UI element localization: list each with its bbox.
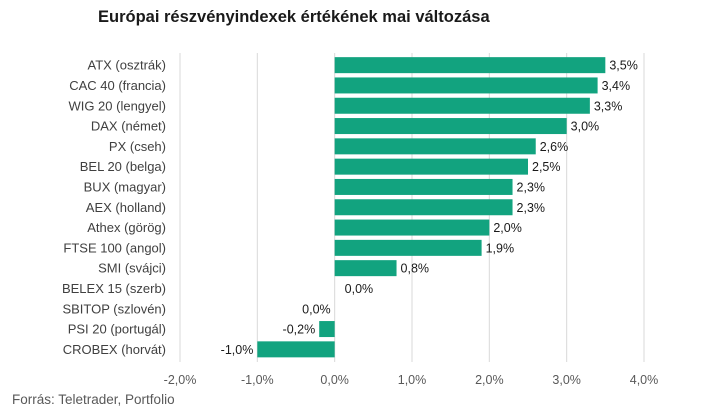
chart-title: Európai részvényindexek értékének mai vá… xyxy=(98,8,490,26)
bars xyxy=(257,57,606,358)
category-label: BEL 20 (belga) xyxy=(80,159,166,174)
category-label: SBITOP (szlovén) xyxy=(62,301,166,316)
data-label: 2,3% xyxy=(517,201,546,215)
data-label: 2,6% xyxy=(540,140,569,154)
bar xyxy=(334,97,590,114)
value-labels: 3,5% 3,4% 3,3% 3,0%2,6% 2,5% 2,3% 2,3% 2,0% 1,9%… xyxy=(221,59,638,357)
bar xyxy=(334,239,482,256)
category-label: ATX (osztrák) xyxy=(88,58,167,73)
category-labels: ATX (osztrák) CAC 40 (francia) WIG 20 (len… xyxy=(62,58,166,357)
data-label: 2,5% xyxy=(532,160,561,174)
data-label: 3,3% xyxy=(594,99,623,113)
x-tick-label: 4,0% xyxy=(630,373,659,387)
category-label: CROBEX (horvát) xyxy=(63,342,166,357)
category-label: SMI (svájci) xyxy=(98,261,166,276)
bar xyxy=(334,199,513,216)
category-label: PX (cseh) xyxy=(109,139,166,154)
bar xyxy=(334,138,536,155)
bar xyxy=(334,219,490,236)
data-label: 2,3% xyxy=(517,180,546,194)
category-label: DAX (német) xyxy=(91,119,166,134)
x-tick-label: 3,0% xyxy=(552,373,581,387)
source-note: Forrás: Teletrader, Portfolio xyxy=(12,392,175,407)
category-label: AEX (holland) xyxy=(86,200,166,215)
category-label: BUX (magyar) xyxy=(84,179,166,194)
x-tick-label: 1,0% xyxy=(398,373,427,387)
data-label: -1,0% xyxy=(221,343,254,357)
x-tick-label: 2,0% xyxy=(475,373,504,387)
data-label: 3,0% xyxy=(571,120,600,134)
bar xyxy=(319,321,335,338)
category-label: WIG 20 (lengyel) xyxy=(68,98,166,113)
category-label: BELEX 15 (szerb) xyxy=(62,281,166,296)
x-tick-label: -1,0% xyxy=(241,373,274,387)
bar xyxy=(334,77,598,94)
category-label: CAC 40 (francia) xyxy=(69,78,166,93)
data-label: 1,9% xyxy=(486,241,514,255)
data-label: 0,8% xyxy=(401,262,430,276)
data-label: 0,0% xyxy=(345,282,374,296)
bar xyxy=(257,341,335,358)
bar xyxy=(334,260,397,277)
x-tick-label: 0,0% xyxy=(320,373,349,387)
category-label: Athex (görög) xyxy=(87,220,166,235)
bar xyxy=(334,57,606,74)
bar xyxy=(334,178,513,195)
category-label: PSI 20 (portugál) xyxy=(68,322,166,337)
category-label: FTSE 100 (angol) xyxy=(63,240,166,255)
bar xyxy=(334,118,567,135)
data-label: 2,0% xyxy=(493,221,522,235)
bar xyxy=(334,158,528,175)
x-tick-labels: -2,0% -1,0% 0,0% 1,0% 2,0% 3,0% 4,0% xyxy=(164,373,659,387)
data-label: 3,4% xyxy=(602,79,631,93)
data-label: 0,0% xyxy=(302,302,331,316)
x-tick-label: -2,0% xyxy=(164,373,197,387)
data-label: 3,5% xyxy=(609,59,638,73)
data-label: -0,2% xyxy=(283,323,316,337)
